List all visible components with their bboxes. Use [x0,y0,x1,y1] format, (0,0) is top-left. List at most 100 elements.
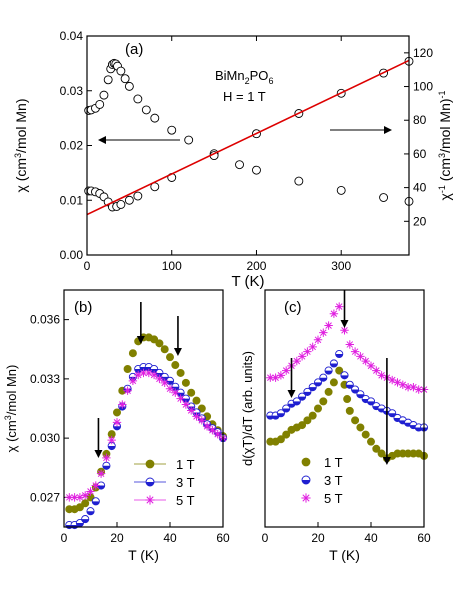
c-data-point [343,395,352,404]
c-xtick-label: 20 [311,531,325,545]
a-left-arrow-head [98,136,106,144]
b-arrow-2 [173,316,182,356]
c-data-point [276,435,285,444]
b-ytick-label: 0.030 [30,431,60,445]
c-data-point [366,437,375,446]
c-data-point [403,382,413,392]
c-data-point [398,380,407,389]
c-data-point [414,385,423,394]
c-data-point-half [346,384,354,389]
c-data-point-half [277,413,285,417]
b-arrow-1 [136,302,145,344]
c-arrow-1-head [340,320,349,328]
b-data-point [113,408,122,417]
b-xtick-label: 0 [61,531,68,545]
b-data-point [155,339,164,348]
b-data-point [202,422,212,431]
a-data-point [336,185,346,195]
b-data-point [176,388,185,397]
c-data-point [351,385,360,394]
b-ylabel-pre: χ (cm [4,420,19,452]
b-data-point [165,376,175,385]
a-ytick-left-label: 0.04 [60,29,84,43]
c-data-point [324,366,333,375]
b-data-point [149,370,159,380]
a-compound-part2: PO [250,68,269,83]
b-data-point [150,335,159,344]
a-series-0 [84,58,414,206]
a-data-point [184,135,194,145]
a-ylabel-right-sup3: -1 [437,90,447,98]
c-data-point [361,356,370,366]
b-data-point-half [166,380,174,385]
c-data-point [313,404,322,413]
a-y-axis-label-left: χ (cm3/mol Mn) [13,98,29,192]
a-data-point [103,75,113,85]
a-data-point [99,90,109,100]
a-ylabel-right-pre: χ [437,193,453,201]
c-arrow-0 [287,358,296,398]
b-data-point [123,364,132,373]
c-xtick-label: 0 [262,531,269,545]
b-data-point [86,487,95,496]
b-data-point [70,493,79,502]
a-data-point [252,165,261,175]
b-data-point-half [102,465,110,470]
c-data-point [345,406,354,415]
a-fit-line [86,59,410,216]
c-data-point [372,366,381,375]
c-data-point [356,423,365,432]
a-data-point [124,81,134,91]
b-arrow-2-head [173,348,182,356]
c-xtick-label: 60 [417,531,431,545]
c-data-point [266,373,275,382]
a-ylabel-right-post: /mol Mn) [437,98,453,152]
b-legend-label: 5 T [176,493,195,508]
a-ylabel-right-sup2: 3 [437,153,447,158]
b-data-point [75,503,84,512]
c-data-point-half [340,375,349,379]
c-legend-label: 3 T [324,473,343,488]
c-data-point-half [272,415,280,420]
c-legend-label: 1 T [324,455,343,470]
b-plot-frame [63,289,224,528]
c-data-point [388,375,397,385]
b-legend-label: 3 T [176,475,195,490]
b-data-point-half [86,511,95,515]
a-data-point [167,125,177,135]
b-xtick-label: 60 [216,531,230,545]
a-compound-part1: BiMn [215,68,245,83]
c-data-point [377,449,386,458]
b-data-point [160,345,169,354]
c-data-point [335,366,344,375]
a-x-axis-label: T (K) [231,273,264,290]
a-data-point [133,191,143,201]
c-data-point [361,430,370,439]
c-data-point [388,409,397,418]
b-data-point [102,461,111,470]
b-legend-label: 1 T [176,457,195,472]
b-data-point [107,435,116,445]
b-data-point [91,497,100,506]
a-xtick-label: 100 [162,259,182,273]
b-ytick-label: 0.033 [30,372,60,386]
c-arrow-0-head [287,390,296,398]
c-data-point-half [325,370,333,375]
c-data-point [324,387,333,396]
c-data-point [319,373,328,382]
c-data-point-half [314,382,322,387]
a-data-point [141,105,151,115]
a-ytick-right-label: 100 [413,80,433,94]
c-legend-label: 5 T [324,491,343,506]
b-data-point [112,418,122,427]
c-data-point-half [335,353,343,358]
a-field-label: H = 1 T [223,89,266,104]
a-compound-label: BiMn2PO6 [215,68,273,86]
b-data-point [81,499,90,508]
c-data-point [345,380,354,389]
b-ytick-label: 0.036 [30,313,60,327]
c-xtick-label: 40 [364,531,378,545]
b-data-point [187,406,196,415]
b-arrow-0 [94,418,103,458]
b-data-point [139,368,148,378]
